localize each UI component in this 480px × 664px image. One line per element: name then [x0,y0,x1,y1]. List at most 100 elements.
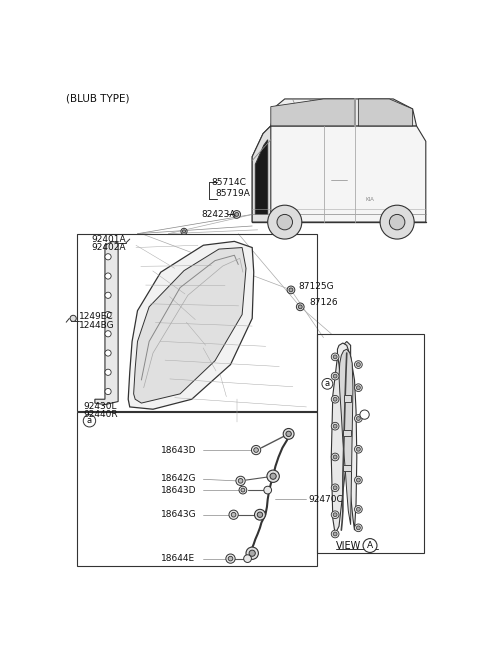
Polygon shape [339,349,353,525]
Text: a: a [87,416,92,425]
Text: 92430L: 92430L [83,402,117,410]
Circle shape [331,373,339,380]
Circle shape [181,228,187,234]
Polygon shape [359,99,413,126]
Text: 92470C: 92470C [308,495,343,504]
Circle shape [298,305,302,309]
Circle shape [333,355,337,359]
Text: a: a [325,379,330,388]
Polygon shape [252,126,426,222]
Circle shape [105,388,111,394]
Circle shape [355,361,362,369]
Circle shape [360,410,369,419]
Text: 18643D: 18643D [161,446,196,455]
Circle shape [355,446,362,453]
Text: 87126: 87126 [310,299,338,307]
Circle shape [380,205,414,239]
Polygon shape [337,343,357,530]
Circle shape [239,486,247,494]
Text: 87125G: 87125G [299,282,335,291]
Circle shape [182,230,186,233]
Circle shape [229,510,238,519]
Polygon shape [252,126,271,222]
Circle shape [333,374,337,378]
Circle shape [333,424,337,428]
Circle shape [246,547,258,559]
Text: 92402A: 92402A [91,243,125,252]
Text: 18643G: 18643G [161,510,196,519]
Bar [343,430,350,436]
Polygon shape [255,139,268,214]
Circle shape [333,397,337,401]
Bar [343,465,350,471]
Circle shape [249,550,255,556]
Bar [317,334,424,553]
Circle shape [331,484,339,491]
Circle shape [105,311,111,317]
Circle shape [355,384,362,392]
Circle shape [231,513,236,517]
Circle shape [238,479,243,483]
Text: 18642G: 18642G [161,474,196,483]
Circle shape [105,254,111,260]
Circle shape [283,428,294,440]
Circle shape [333,486,337,490]
Circle shape [105,350,111,356]
Circle shape [357,363,360,367]
Circle shape [105,331,111,337]
Polygon shape [133,248,246,403]
Circle shape [268,205,302,239]
Text: 92401A: 92401A [91,234,126,244]
Circle shape [355,505,362,513]
Bar [77,412,317,566]
Circle shape [333,513,337,517]
Circle shape [322,378,333,389]
Circle shape [105,369,111,375]
Text: 1249EC: 1249EC [79,312,114,321]
Text: 85714C: 85714C [211,177,246,187]
Circle shape [233,210,240,218]
Circle shape [105,292,111,298]
Text: 18644E: 18644E [161,554,195,563]
Circle shape [357,416,360,420]
Circle shape [241,488,245,492]
Text: 1244BG: 1244BG [79,321,115,330]
Circle shape [363,539,377,552]
Circle shape [236,476,245,485]
Text: 92440R: 92440R [83,410,118,419]
Circle shape [287,286,295,293]
Circle shape [244,554,252,562]
Polygon shape [95,242,118,404]
Circle shape [70,315,76,321]
Circle shape [331,353,339,361]
Circle shape [254,509,265,520]
Circle shape [357,507,360,511]
Circle shape [357,526,360,530]
Circle shape [389,214,405,230]
Text: A: A [367,541,373,550]
Circle shape [333,455,337,459]
Polygon shape [271,99,355,126]
Circle shape [296,303,304,311]
Circle shape [226,554,235,563]
Bar [344,395,351,402]
Circle shape [270,473,276,479]
Circle shape [355,476,362,484]
Circle shape [257,512,263,517]
Polygon shape [331,341,350,534]
Circle shape [355,414,362,422]
Circle shape [252,446,261,455]
Circle shape [289,288,293,291]
Circle shape [264,486,272,494]
Circle shape [83,414,96,427]
Circle shape [357,386,360,390]
Bar [77,234,317,411]
Circle shape [331,422,339,430]
Circle shape [357,448,360,452]
Circle shape [235,212,239,216]
Circle shape [286,431,291,436]
Text: (BLUB TYPE): (BLUB TYPE) [66,94,130,104]
Circle shape [105,273,111,279]
Circle shape [331,453,339,461]
Text: 85719A: 85719A [215,189,250,198]
